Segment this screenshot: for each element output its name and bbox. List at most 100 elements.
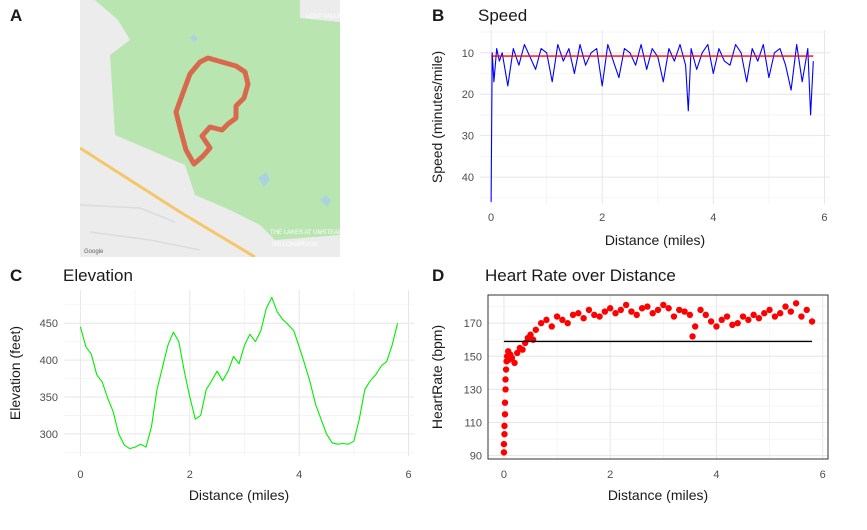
heart-rate-point: [601, 308, 609, 315]
x-tick-label: 2: [599, 212, 605, 224]
y-axis-label: Elevation (feet): [7, 326, 23, 420]
heart-rate-point: [537, 319, 545, 327]
heart-rate-point: [501, 422, 508, 430]
heart-rate-point: [808, 318, 816, 325]
y-tick-label: 300: [40, 429, 58, 441]
heart-rate-point: [501, 430, 508, 438]
y-axis-label: HeartRate (bpm): [429, 325, 445, 429]
heart-rate-point: [750, 311, 757, 319]
x-tick-label: 6: [821, 212, 827, 224]
y-axis-label: Speed (minutes/mile): [429, 51, 445, 183]
y-tick-label: 40: [462, 172, 474, 184]
heart-rate-point: [502, 366, 510, 373]
heart-rate-point: [718, 316, 725, 324]
heart-rate-point: [803, 306, 810, 314]
heart-rate-point: [502, 386, 509, 393]
heart-rate-point: [502, 376, 509, 383]
heart-rate-point: [691, 323, 699, 330]
heart-rate-point: [575, 310, 582, 317]
heart-rate-point: [622, 301, 630, 309]
x-tick-label: 0: [77, 469, 83, 481]
y-tick-label: 400: [40, 355, 58, 367]
heart-rate-point: [723, 313, 731, 320]
heart-rate-point: [559, 316, 566, 324]
panel-letter-b: B: [432, 6, 445, 25]
heart-rate-point: [585, 306, 593, 314]
x-axis-label: Distance (miles): [605, 232, 705, 248]
y-tick-label: 350: [40, 392, 58, 404]
heart-rate-point: [508, 354, 516, 362]
heart-rate-point: [501, 411, 509, 418]
y-tick-label: 90: [470, 451, 482, 463]
heart-rate-point: [596, 313, 603, 320]
heart-rate-point: [739, 313, 747, 320]
heart-rate-chart-title: Heart Rate over Distance: [485, 266, 676, 285]
heart-rate-point: [580, 314, 587, 322]
heart-rate-point: [686, 311, 694, 319]
heart-rate-point: [514, 349, 521, 357]
heart-rate-point: [660, 301, 667, 309]
x-tick-label: 2: [187, 469, 193, 481]
heart-rate-point: [702, 311, 710, 319]
heart-rate-point: [745, 316, 752, 324]
heart-rate-point: [548, 323, 555, 330]
y-tick-label: 130: [464, 384, 482, 396]
heart-rate-point: [755, 314, 763, 322]
heart-rate-point: [628, 308, 635, 315]
y-tick-label: 110: [464, 418, 482, 430]
heart-rate-point: [681, 308, 688, 315]
heart-rate-point: [564, 319, 571, 327]
x-tick-label: 6: [820, 469, 826, 481]
x-axis-label: Distance (miles): [189, 487, 289, 503]
heart-rate-point: [569, 311, 577, 319]
x-tick-label: 0: [488, 212, 494, 224]
x-tick-label: 4: [710, 212, 716, 224]
panel-letter-d: D: [432, 266, 445, 285]
heart-rate-point: [633, 311, 640, 319]
heart-rate-point: [644, 303, 651, 310]
x-axis-label: Distance (miles): [608, 487, 708, 503]
heart-rate-point: [713, 323, 720, 330]
heart-rate-point: [654, 306, 662, 314]
heart-rate-point: [511, 359, 518, 367]
speed-series-speed: [490, 43, 814, 202]
panel-letter-a: A: [10, 6, 23, 25]
heart-rate-point: [676, 306, 683, 314]
heart-rate-point: [501, 399, 509, 406]
heart-rate-point: [612, 310, 619, 317]
heart-rate-point: [766, 306, 773, 314]
y-tick-label: 450: [40, 318, 58, 330]
heart-rate-point: [606, 305, 614, 312]
panel-letter-c: C: [10, 266, 23, 285]
speed-chart-title: Speed: [478, 6, 528, 25]
heart-rate-point: [771, 313, 779, 320]
heart-rate-point: [500, 440, 508, 448]
heart-rate-point: [697, 306, 704, 314]
heart-rate-point: [638, 305, 646, 312]
heart-rate-point: [532, 326, 540, 333]
x-tick-label: 4: [296, 469, 302, 481]
x-tick-label: 4: [713, 469, 719, 481]
heart-rate-point: [500, 449, 508, 456]
heart-rate-point: [519, 346, 526, 353]
heart-rate-point: [553, 313, 561, 320]
heart-rate-point: [798, 313, 805, 320]
y-tick-label: 170: [464, 318, 482, 330]
heart-rate-point: [792, 300, 800, 307]
heart-rate-point: [617, 306, 625, 314]
x-tick-label: 0: [501, 469, 507, 481]
heart-rate-point: [734, 319, 741, 327]
heart-rate-point: [689, 333, 696, 340]
y-tick-label: 150: [464, 351, 482, 363]
elevation-chart-title: Elevation: [63, 266, 133, 285]
heart-rate-point: [729, 321, 736, 329]
elevation-series-elevation: [79, 296, 399, 450]
heart-rate-point: [543, 316, 550, 324]
y-tick-label: 30: [462, 131, 474, 143]
plot-border: [487, 294, 829, 460]
heart-rate-point: [670, 313, 678, 320]
x-tick-label: 2: [607, 469, 613, 481]
heart-rate-point: [591, 311, 598, 319]
